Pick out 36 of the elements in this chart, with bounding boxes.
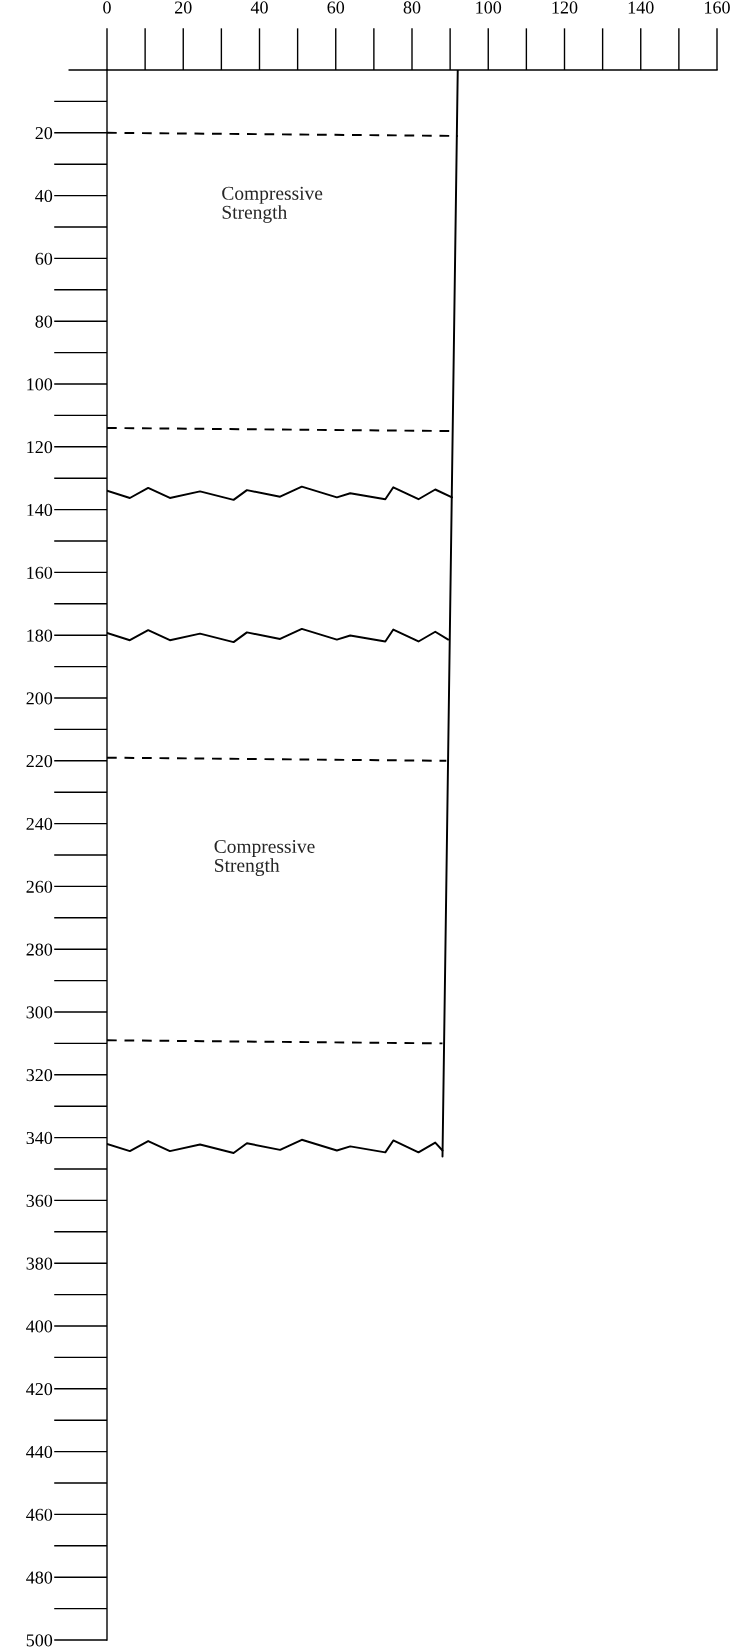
y-tick-label: 100 [27, 378, 53, 391]
x-tick-label: 0 [103, 1, 111, 14]
x-tick-label: 160 [705, 1, 730, 14]
y-tick-label: 320 [26, 1069, 53, 1082]
y-tick-label: 160 [27, 566, 53, 579]
y-tick-label: 120 [27, 441, 53, 454]
y-tick-label: 280 [26, 943, 53, 956]
y-tick-label: 180 [27, 629, 53, 642]
y-tick-label: 220 [26, 755, 53, 768]
y-tick-label: 480 [26, 1571, 53, 1584]
y-tick-label: 500 [26, 1634, 53, 1647]
y-tick-label: 340 [26, 1131, 53, 1145]
x-tick-label: 80 [403, 1, 421, 14]
x-tick-label: 140 [628, 1, 654, 14]
x-tick-label: 20 [175, 1, 192, 14]
y-tick-label: 60 [35, 252, 53, 265]
y-tick-label: 380 [26, 1257, 53, 1270]
y-tick-label: 260 [26, 880, 53, 893]
y-tick-label: 80 [35, 315, 53, 328]
y-tick-label: 420 [26, 1383, 53, 1396]
x-tick-label: 100 [476, 1, 502, 14]
x-tick-label: 120 [552, 1, 578, 14]
y-tick-label: 300 [26, 1006, 53, 1019]
annotation: Compressive Strength [214, 839, 315, 876]
annotation: Compressive Strength [222, 186, 323, 223]
x-tick-label: 60 [327, 1, 345, 14]
y-tick-label: 400 [26, 1320, 53, 1333]
y-tick-label: 40 [35, 189, 53, 203]
y-tick-label: 20 [35, 127, 53, 140]
x-tick-label: 40 [250, 1, 268, 14]
y-tick-label: 240 [26, 817, 53, 831]
y-tick-label: 440 [26, 1445, 53, 1459]
y-tick-label: 200 [26, 692, 53, 705]
y-tick-label: 360 [26, 1194, 53, 1207]
y-tick-label: 460 [26, 1508, 53, 1521]
y-tick-label: 140 [27, 503, 53, 517]
